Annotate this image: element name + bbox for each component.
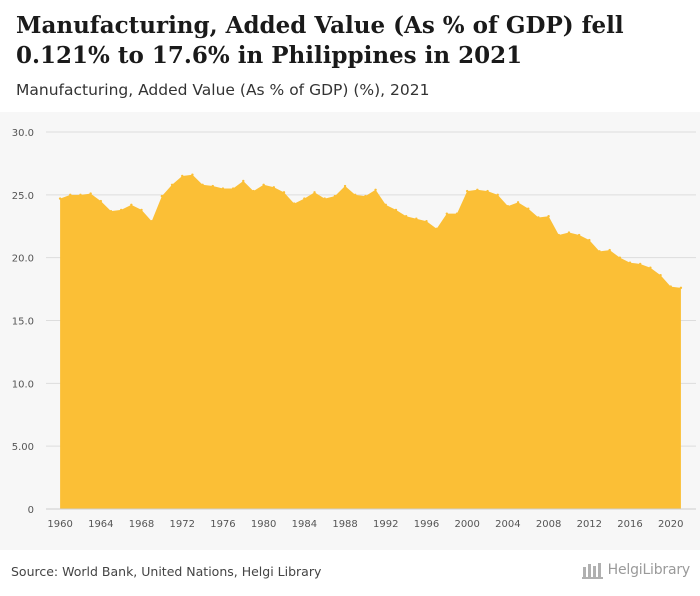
data-point — [201, 183, 204, 186]
x-tick-label: 2000 — [454, 519, 479, 530]
data-point — [181, 174, 184, 178]
x-tick-label: 1984 — [292, 519, 317, 530]
y-tick-label: 25.0 — [12, 191, 34, 202]
data-point — [354, 193, 357, 197]
data-point — [527, 207, 530, 210]
data-point — [374, 188, 377, 192]
x-tick-label: 1996 — [414, 519, 439, 530]
data-point — [323, 197, 326, 200]
source-note: Source: World Bank, United Nations, Helg… — [11, 564, 322, 579]
data-point — [679, 286, 683, 290]
chart-area: 0 5.00 10.0 15.0 20.0 25.0 30.0 1960 1964 1968 197… — [0, 112, 700, 550]
data-point — [628, 261, 632, 264]
data-point — [547, 214, 550, 218]
data-point — [618, 256, 622, 259]
data-point — [384, 203, 387, 207]
data-point — [404, 214, 408, 218]
data-point — [150, 220, 153, 223]
data-point — [649, 266, 652, 269]
data-point — [394, 208, 398, 212]
data-point — [69, 193, 72, 197]
data-point — [252, 189, 255, 193]
data-point — [303, 197, 306, 200]
y-tick-label: 20.0 — [12, 254, 34, 265]
series-area — [60, 174, 681, 509]
x-tick-label: 1964 — [88, 519, 113, 530]
y-tick-label: 10.0 — [12, 379, 34, 390]
data-point — [588, 238, 591, 242]
data-point — [119, 208, 123, 212]
data-point — [313, 191, 316, 194]
x-tick-label: 2016 — [617, 519, 642, 530]
data-point — [496, 193, 499, 197]
data-point — [659, 274, 662, 277]
x-tick-label: 2012 — [577, 519, 602, 530]
data-point — [577, 233, 581, 237]
data-point — [221, 187, 225, 190]
data-point — [109, 209, 113, 213]
brand-logo: HelgiLibrary — [581, 561, 691, 579]
data-point — [170, 183, 174, 186]
x-tick-label: 1972 — [170, 519, 195, 530]
x-tick-label: 1968 — [129, 519, 154, 530]
data-point — [567, 231, 571, 234]
chart-title: Manufacturing, Added Value (As % of GDP)… — [16, 12, 624, 69]
data-point — [425, 220, 428, 223]
data-point — [191, 173, 194, 176]
data-point — [486, 189, 489, 193]
data-point — [231, 187, 235, 190]
data-point — [262, 183, 265, 186]
data-point — [292, 202, 296, 205]
data-point — [333, 194, 337, 198]
y-tick-label: 5.00 — [12, 442, 34, 453]
x-tick-label: 1980 — [251, 519, 276, 530]
data-point — [445, 212, 449, 215]
y-tick-label: 15.0 — [12, 317, 34, 328]
data-point — [364, 194, 367, 198]
data-point — [608, 248, 611, 252]
data-point — [506, 204, 510, 208]
data-point — [465, 189, 469, 193]
data-point — [639, 262, 642, 266]
data-point — [99, 199, 103, 203]
data-point — [537, 216, 540, 219]
data-point — [130, 203, 133, 207]
brand-name: HelgiLibrary — [607, 562, 691, 578]
x-tick-label: 2008 — [536, 519, 561, 530]
chart-subtitle: Manufacturing, Added Value (As % of GDP)… — [16, 81, 430, 99]
library-icon — [581, 563, 603, 579]
data-point — [516, 201, 520, 204]
data-point — [598, 250, 601, 253]
area-chart: 0 5.00 10.0 15.0 20.0 25.0 30.0 1960 1964 1968 197… — [12, 128, 696, 530]
data-point — [79, 193, 82, 197]
data-point — [160, 194, 164, 198]
data-point — [272, 186, 276, 189]
data-point — [415, 217, 418, 220]
data-point — [211, 184, 214, 188]
x-tick-label: 1988 — [332, 519, 357, 530]
x-tick-label: 1960 — [47, 519, 72, 530]
x-tick-label: 2004 — [495, 519, 520, 530]
data-point — [89, 192, 92, 195]
data-point — [476, 188, 479, 192]
x-tick-label: 1992 — [373, 519, 398, 530]
data-point — [140, 208, 143, 212]
x-tick-label: 1976 — [210, 519, 235, 530]
y-tick-label: 0 — [28, 505, 34, 516]
data-point — [557, 233, 560, 237]
data-point — [455, 212, 459, 215]
data-point — [435, 227, 438, 230]
data-point — [58, 197, 62, 200]
chart-footer: Source: World Bank, United Nations, Helg… — [0, 550, 700, 596]
data-point — [669, 285, 672, 288]
data-point — [242, 179, 245, 183]
x-tick-label: 2020 — [658, 519, 683, 530]
data-point — [343, 184, 347, 188]
data-point — [282, 191, 286, 194]
y-tick-label: 30.0 — [12, 128, 34, 139]
chart-header: Manufacturing, Added Value (As % of GDP)… — [0, 0, 700, 112]
